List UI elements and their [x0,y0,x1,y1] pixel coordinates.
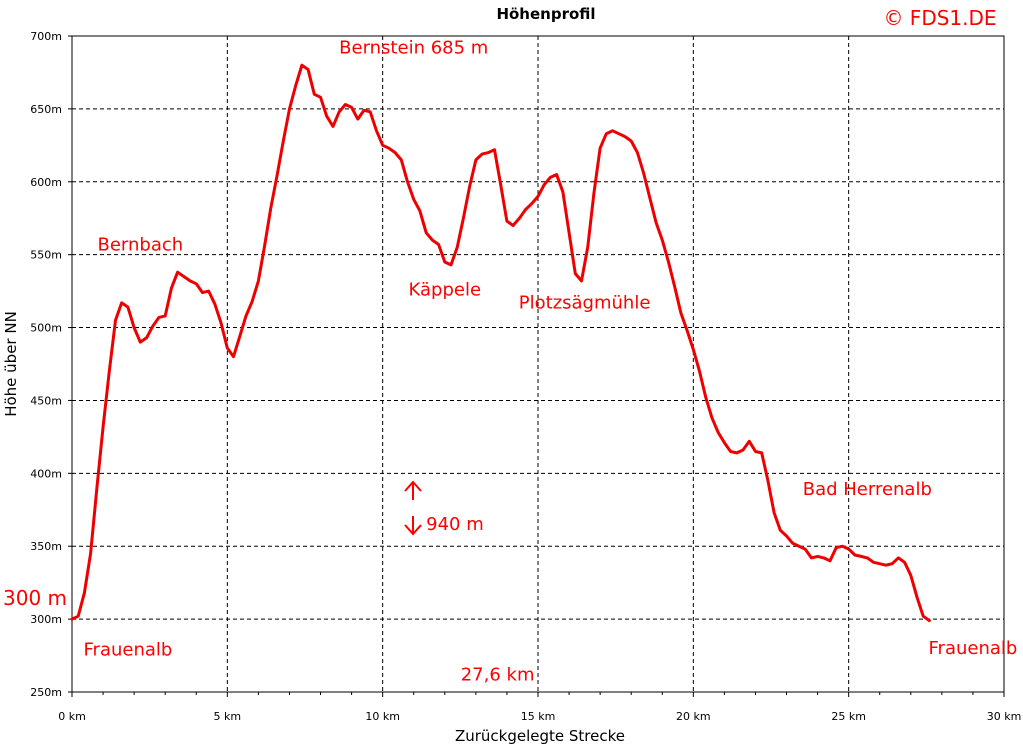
y-tick-label: 700m [30,30,62,43]
y-tick-label: 350m [30,540,62,553]
x-axis: 0 km 5 km 10 km 15 km 20 km 25 km 30 km [58,692,1021,723]
up-arrow-icon [404,480,422,500]
x-tick-label: 15 km [521,710,556,723]
x-tick-label: 20 km [676,710,711,723]
annotation-label: Käppele [409,279,482,300]
annotation-label: 27,6 km [461,664,535,685]
elevation-line [70,63,931,623]
annotation-label: Frauenalb [929,638,1018,659]
y-tick-label: 550m [30,249,62,262]
chart-title: Höhenprofil [496,5,595,23]
y-tick-label: 300m [30,613,62,626]
x-tick-label: 5 km [214,710,242,723]
chart-grid [72,36,1004,692]
annotation-label: Bernbach [98,234,184,255]
y-tick-label: 500m [30,322,62,335]
down-arrow-icon [404,516,422,536]
y-axis: 250m 300m 350m 400m 450m 500m 550m 600m 650m 700m [30,30,72,699]
annotation-label: Bernstein 685 m [339,37,488,58]
y-axis-title: Höhe über NN [2,311,20,417]
annotations: Bernstein 685 m Bernbach Käppele Plotzsägmü… [84,37,1018,685]
y-tick-label: 650m [30,103,62,116]
y-tick-label: 400m [30,467,62,480]
start-elevation-label: 300 m [3,586,67,610]
annotation-label: 940 m [426,514,484,535]
annotation-label: Frauenalb [84,640,173,661]
annotation-label: Plotzsägmühle [519,293,651,314]
x-tick-label: 10 km [365,710,400,723]
y-tick-label: 600m [30,176,62,189]
y-tick-label: 250m [30,686,62,699]
annotation-label: Bad Herrenalb [803,479,932,500]
x-axis-title: Zurückgelegte Strecke [455,727,625,745]
x-tick-label: 0 km [58,710,86,723]
x-tick-label: 25 km [831,710,866,723]
y-tick-label: 450m [30,394,62,407]
copyright-label: © FDS1.DE [883,6,996,30]
x-tick-label: 30 km [987,710,1022,723]
